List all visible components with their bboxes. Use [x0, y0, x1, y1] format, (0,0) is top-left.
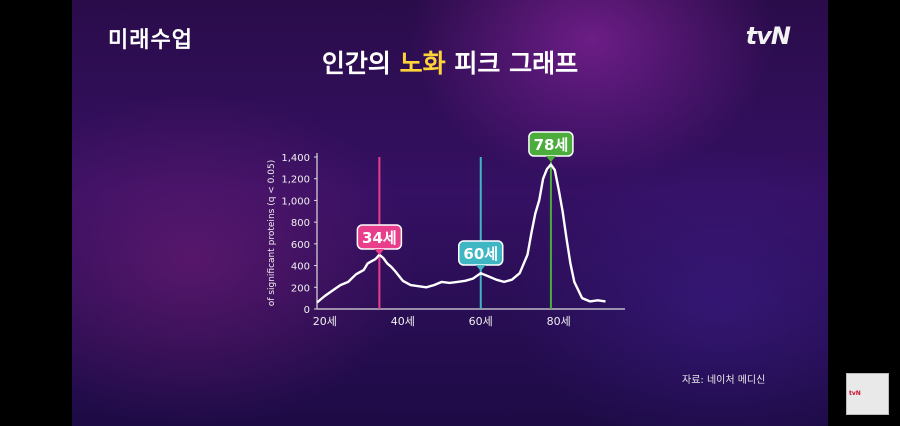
y-tick-label: 0: [304, 305, 310, 316]
y-tick-label: 200: [291, 283, 310, 294]
peak-label-pointer: [475, 265, 486, 271]
chart-series: [316, 163, 606, 304]
chart-axes: 0 200 400 600 800 1,000 1,200 1,400 20세 40세 60세 80세…: [267, 153, 625, 328]
peak-label-pointer: [374, 249, 385, 255]
title-part2: 피크 그래프: [454, 49, 579, 78]
tvn-logo: tvN: [745, 22, 791, 50]
peak-label: 34세: [356, 224, 403, 255]
x-tick-label: 60세: [469, 315, 493, 328]
peak-label-text: 78세: [534, 136, 569, 154]
title-part1: 인간의: [321, 49, 391, 78]
peak-label: 78세: [528, 131, 574, 162]
y-tick-label: 1,200: [281, 175, 310, 186]
show-logo: 미래수업: [108, 28, 193, 53]
peak-label-text: 34세: [362, 229, 397, 247]
title-highlight: 노화: [399, 49, 446, 78]
peak-label: 60세: [457, 240, 504, 271]
aging-peak-chart: 0 200 400 600 800 1,000 1,200 1,400 20세 40세 60세 80세…: [267, 131, 625, 328]
y-tick-label: 1,000: [281, 196, 310, 207]
series-line: [316, 163, 606, 304]
peak-label-text: 60세: [463, 245, 498, 263]
y-axis-label: of significant proteins (q < 0.05): [267, 160, 277, 306]
chart-title: 인간의 노화 피크 그래프: [72, 44, 828, 80]
peak-labels: 34세 60세 78세: [356, 131, 574, 271]
video-frame: 미래수업 tvN 인간의 노화 피크 그래프 0 200 400 600 800 1,00…: [72, 0, 828, 426]
source-caption: 자료: 네이처 메디신: [682, 375, 766, 386]
peak-label-pointer: [545, 156, 556, 162]
y-tick-label: 400: [291, 262, 310, 273]
x-tick-label: 20세: [313, 315, 337, 328]
y-tick-label: 600: [291, 240, 310, 251]
y-tick-label: 800: [291, 218, 310, 229]
peak-markers: [378, 157, 552, 309]
channel-thumbnail-text: tvN: [849, 390, 861, 397]
y-tick-label: 1,400: [281, 153, 310, 164]
x-tick-label: 40세: [391, 315, 415, 328]
x-tick-label: 80세: [547, 315, 571, 328]
channel-thumbnail: tvN: [846, 373, 889, 415]
